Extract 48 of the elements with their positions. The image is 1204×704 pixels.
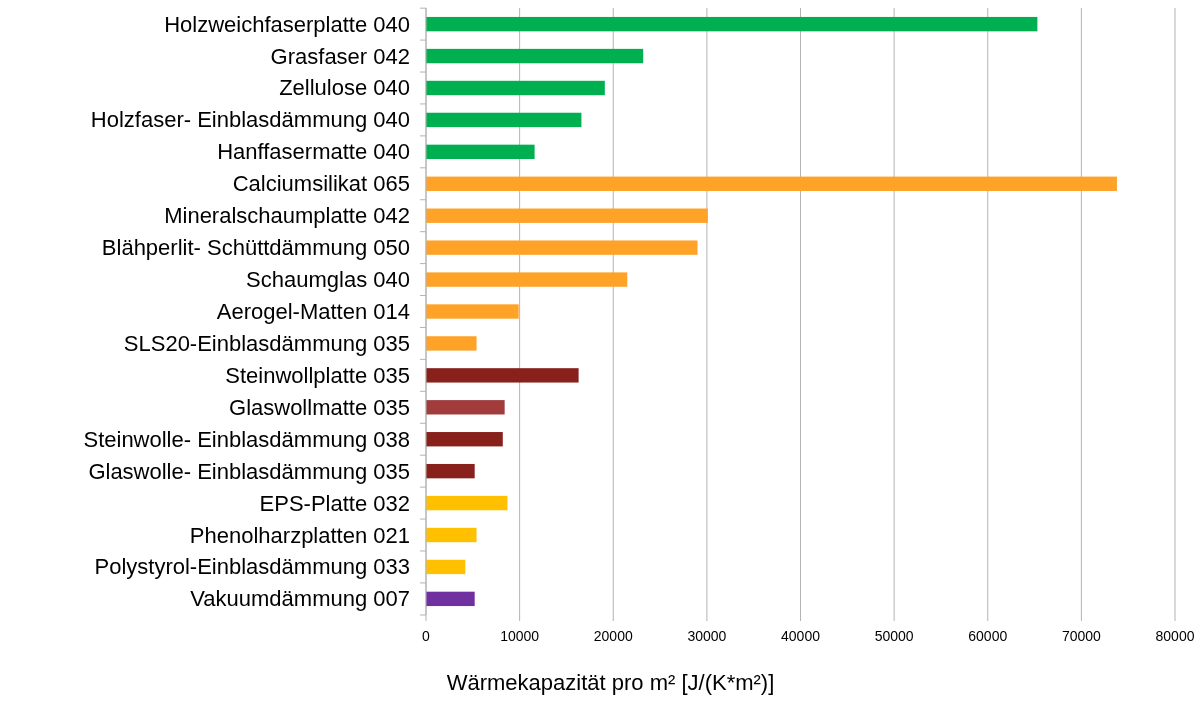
bar (426, 400, 505, 415)
y-tick-label: Hanffasermatte 040 (217, 139, 410, 165)
y-tick-label: Calciumsilikat 065 (232, 171, 410, 197)
bar (426, 559, 466, 575)
bar (426, 463, 475, 479)
y-tick-label: Polystyrol-Einblasdämmung 033 (94, 554, 410, 580)
y-tick-label: Blähperlit- Schüttdämmung 050 (101, 235, 410, 261)
bar (426, 80, 605, 96)
x-axis-title: Wärmekapazität pro m² [J/(K*m²)] (446, 670, 775, 695)
bar (426, 368, 579, 383)
bar (426, 48, 644, 64)
x-tick-label: 10000 (500, 628, 540, 644)
y-tick-label: Holzfaser- Einblasdämmung 040 (90, 107, 410, 133)
bar (426, 144, 535, 160)
y-tick-label: EPS-Platte 032 (259, 490, 410, 516)
x-tick-label: 50000 (874, 628, 914, 644)
x-tick-label: 40000 (781, 628, 821, 644)
bar (426, 176, 1117, 191)
y-tick-label: Mineralschaumplatte 042 (164, 203, 410, 229)
x-tick-label: 60000 (968, 628, 1008, 644)
bar (426, 495, 508, 511)
y-tick-label: Zellulose 040 (279, 75, 410, 101)
bar (426, 527, 477, 543)
y-tick-label: Steinwollplatte 035 (225, 362, 410, 388)
y-tick-label: Grasfaser 042 (270, 43, 410, 69)
bar (426, 112, 582, 128)
x-tick-label: 70000 (1061, 628, 1102, 644)
y-tick-label: Glaswollmatte 035 (229, 394, 410, 420)
bar (426, 591, 475, 607)
y-tick-label: Holzweichfaserplatte 040 (164, 11, 410, 37)
bar (426, 16, 1038, 32)
bar (426, 304, 519, 319)
y-tick-label: Schaumglas 040 (246, 267, 410, 293)
x-tick-label: 30000 (687, 628, 727, 644)
y-tick-label: Vakuumdämmung 007 (190, 586, 410, 612)
bar (426, 272, 628, 287)
bar (426, 240, 698, 255)
bar (426, 432, 503, 447)
bar (426, 336, 477, 351)
bar (426, 208, 708, 223)
x-tick-label: 0 (422, 628, 431, 644)
y-tick-label: Steinwolle- Einblasdämmung 038 (83, 426, 410, 452)
y-tick-label: SLS20-Einblasdämmung 035 (123, 330, 410, 356)
y-tick-label: Phenolharzplatten 021 (189, 522, 410, 548)
x-tick-label: 80000 (1155, 628, 1195, 644)
y-tick-label: Aerogel-Matten 014 (216, 299, 410, 324)
y-tick-label: Glaswolle- Einblasdämmung 035 (88, 458, 410, 484)
x-tick-label: 20000 (593, 628, 633, 644)
